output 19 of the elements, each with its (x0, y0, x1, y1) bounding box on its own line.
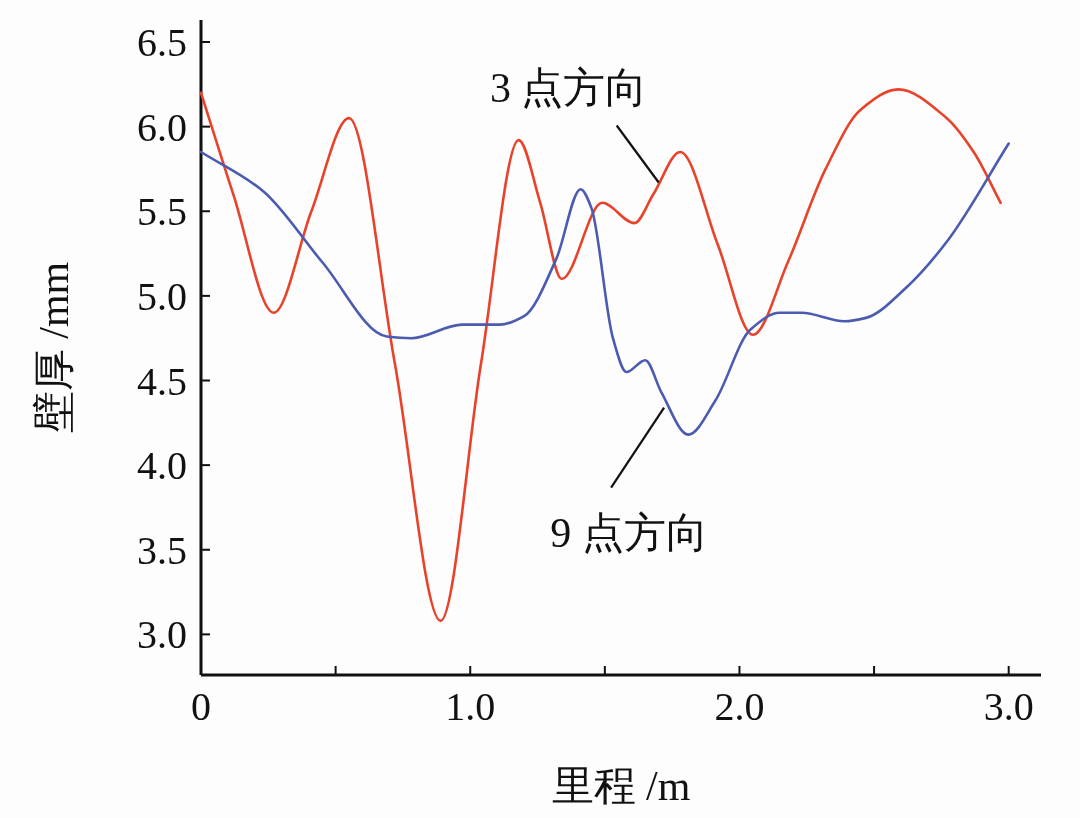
y-tick-label: 5.5 (137, 189, 187, 235)
y-tick-label: 6.0 (137, 104, 187, 150)
y-tick-label: 3.0 (137, 612, 187, 658)
y-tick-label: 4.5 (137, 358, 187, 404)
line-series (199, 142, 1010, 436)
x-tick-label: 1.0 (445, 684, 496, 729)
annotation: 3 点方向 (489, 65, 660, 184)
x-tick-label: 2.0 (714, 684, 765, 729)
x-tick-label: 0 (191, 684, 211, 729)
y-tick-label: 6.5 (137, 20, 187, 65)
annotation: 3 点方向 (489, 65, 648, 112)
x-tick-label: 3.0 (983, 684, 1034, 729)
y-tick-label: 3.5 (137, 527, 187, 573)
annotation: 9 点方向 (550, 509, 708, 556)
y-tick-label: 4.0 (137, 443, 187, 489)
annotation: 9 点方向 (550, 406, 708, 556)
y-axis-title: 壁厚 /mm (31, 261, 77, 434)
x-axis-title: 里程 /m (551, 763, 691, 809)
y-tick-label: 5.0 (137, 273, 187, 319)
